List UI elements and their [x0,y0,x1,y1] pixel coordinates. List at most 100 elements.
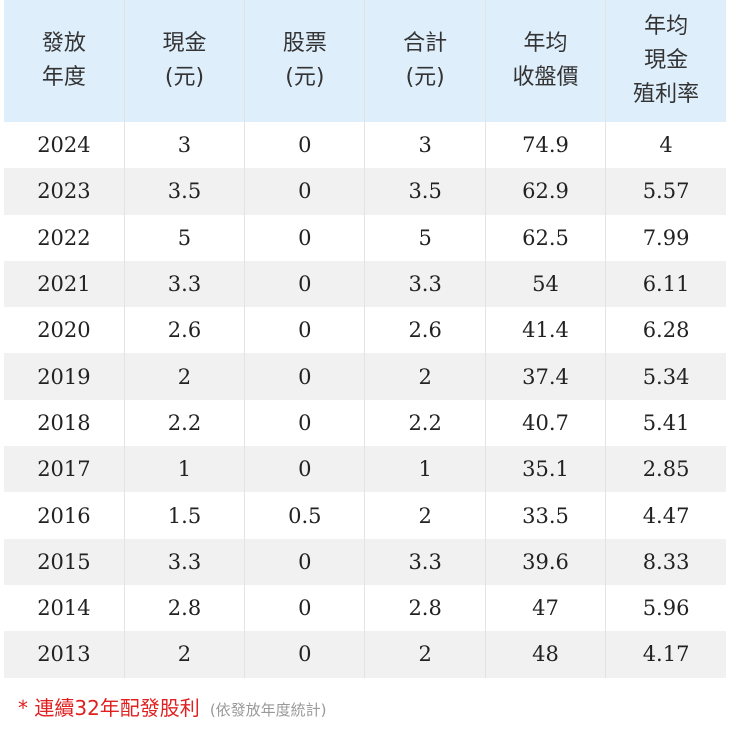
table-cell: 5.41 [605,399,726,447]
header-line: 收盤價 [512,65,579,90]
table-cell: 2015 [4,538,125,585]
table-cell: 4.17 [605,631,726,678]
header-line: 殖利率 [633,82,700,107]
table-cell: 3 [123,122,245,169]
table-cell: 2.8 [123,584,245,632]
table-cell: 74.9 [484,122,606,169]
table-cell: 2.2 [364,399,486,447]
table-cell: 54 [484,260,606,308]
table-cell: 0 [244,307,365,354]
table-cell: 2 [123,353,245,400]
table-cell: 5.96 [605,584,726,632]
table-row: 2013 2 0 2 48 4.17 [4,631,726,678]
table-cell: 0 [244,538,365,585]
header-row: 發放 年度 現金 (元) 股票 (元) 合計 (元) 年均 收盤價 年均 現金 殖利率 [4,0,726,122]
footnote: * 連續32年配發股利 (依發放年度統計) [18,692,327,721]
table-cell: 2022 [37,225,91,250]
header-line: 發放 [41,31,86,56]
table-row: 2022 5 0 5 62.5 7.99 [4,214,726,261]
table-cell: 0.5 [244,492,365,539]
table-cell: 33.5 [484,492,606,539]
table-cell: 4.47 [605,492,726,539]
table-cell: 2023 [4,168,125,215]
table-cell: 2020 [37,318,91,343]
table-cell: 1.5 [123,492,245,539]
table-cell: 5.34 [605,353,726,400]
header-cell: 發放 年度 [4,0,125,122]
table-cell: 3.3 [364,538,486,585]
note-sub: (依發放年度統計) [209,701,327,719]
table-cell: 2.85 [605,446,726,493]
table-cell: 3.5 [364,168,486,215]
dividend-table: 發放 年度 現金 (元) 股票 (元) 合計 (元) 年均 收盤價 年均 現金 殖利率 2024 3 0 3 7… [4,0,726,678]
table-cell: 3 [364,122,486,169]
header-line: 現金 [644,48,689,73]
table-cell: 0 [244,168,365,215]
table-cell: 1 [123,446,245,493]
table-cell: 2016 [37,503,91,528]
table-cell: 2.6 [364,307,486,354]
table-cell: 39.6 [484,538,606,585]
table-cell: 0 [244,446,365,493]
header-line: 現金 [162,31,207,56]
table-row: 2019 2 0 2 37.4 5.34 [4,353,726,400]
table-cell: 7.99 [605,214,726,261]
table-cell: 0 [244,353,365,400]
table-cell: 5 [364,214,486,261]
header-cell: 年均 收盤價 [484,0,606,122]
header-cell: 合計 (元) [364,0,486,122]
table-cell: 1 [364,446,486,493]
table-cell: 0 [244,584,365,632]
header-cell: 年均 現金 殖利率 [605,0,726,122]
table-cell: 2.2 [123,399,245,447]
table-cell: 37.4 [484,353,606,400]
note-mark: * [18,696,28,720]
header-line: 年均 [523,31,568,56]
table-row: 2018 2.2 0 2.2 40.7 5.41 [4,399,726,447]
table-cell: 47 [484,584,606,632]
table-cell: 2024 [37,133,91,158]
table-cell: 2 [123,631,245,678]
table-cell: 0 [244,399,365,447]
table-cell: 3.3 [123,260,245,308]
table-cell: 2.8 [364,584,486,632]
table-cell: 2 [364,353,486,400]
table-cell: 3.5 [123,168,245,215]
header-line: 股票 [282,31,327,56]
table-row: 2020 2.6 0 2.6 41.4 6.28 [4,307,726,354]
table-cell: 0 [244,631,365,678]
header-cell: 股票 (元) [244,0,365,122]
table-cell: 4 [605,122,726,169]
note-text: 連續32年配發股利 [34,696,200,720]
table-cell: 8.33 [605,538,726,585]
table-cell: 5.57 [605,168,726,215]
table-cell: 2.6 [123,307,245,354]
table-cell: 0 [244,260,365,308]
header-line: 年均 [644,14,689,39]
table-row: 2016 1.5 0.5 2 33.5 4.47 [4,492,726,539]
table-cell: 2018 [37,410,91,435]
header-cell: 現金 (元) [123,0,245,122]
table-cell: 2019 [4,353,125,400]
table-cell: 48 [484,631,606,678]
table-row: 2023 3.5 0 3.5 62.9 5.57 [4,168,726,215]
table-wrap: 發放 年度 現金 (元) 股票 (元) 合計 (元) 年均 收盤價 年均 現金 殖利率 2024 3 0 3 7… [4,0,726,678]
table-cell: 40.7 [484,399,606,447]
header-line: (元) [164,65,205,90]
table-cell: 2013 [4,631,125,678]
table-body: 2024 3 0 3 74.9 4 2023 3.5 0 3.5 62.9 5.57 2022 5 0 5 62… [4,122,726,678]
table-row: 2017 1 0 1 35.1 2.85 [4,446,726,493]
table-cell: 2021 [4,260,125,308]
table-cell: 62.5 [484,214,606,261]
table-cell: 3.3 [123,538,245,585]
table-cell: 2017 [4,446,125,493]
table-cell: 0 [244,122,365,169]
header-line: 年度 [41,65,86,90]
table-cell: 2 [364,492,486,539]
table-cell: 6.28 [605,307,726,354]
table-cell: 0 [244,214,365,261]
table-cell: 5 [123,214,245,261]
table-cell: 2 [364,631,486,678]
header-line: (元) [285,65,325,90]
header-line: (元) [405,65,445,90]
